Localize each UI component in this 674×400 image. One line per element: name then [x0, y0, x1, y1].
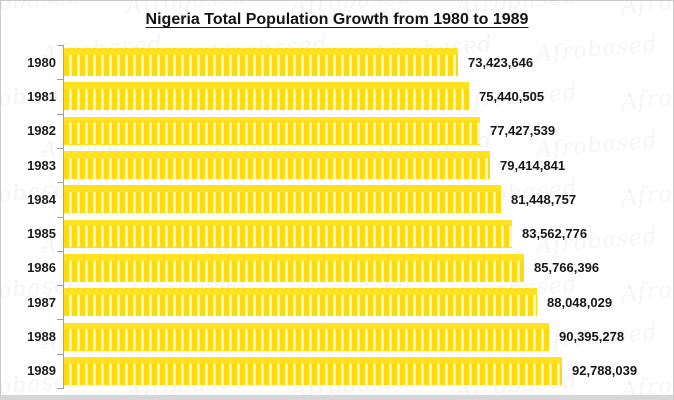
bar-row: 1987 88,048,029	[1, 285, 673, 319]
bar-row: 1981 75,440,505	[1, 79, 673, 113]
category-label: 1988	[27, 329, 56, 345]
population-bar	[64, 82, 469, 111]
bar-track: 83,562,776	[64, 216, 673, 250]
bar-track: 90,395,278	[64, 319, 673, 353]
value-label: 79,414,841	[500, 157, 566, 173]
axis-tick	[57, 113, 64, 115]
axis-tick	[57, 182, 64, 184]
axis-tick	[57, 216, 64, 218]
bar-track: 85,766,396	[64, 251, 673, 285]
bar-track: 73,423,646	[64, 45, 673, 79]
category-label: 1986	[27, 260, 56, 276]
value-label: 85,766,396	[534, 260, 600, 276]
category-label: 1983	[27, 157, 56, 173]
bar-track: 75,440,505	[64, 79, 673, 113]
population-bar	[64, 151, 490, 180]
bar-row: 1989 92,788,039	[1, 354, 673, 388]
value-label: 75,440,505	[479, 88, 545, 104]
y-axis	[57, 45, 64, 389]
value-label: 77,427,539	[490, 123, 556, 139]
value-label: 81,448,757	[511, 191, 577, 207]
population-bar	[64, 322, 549, 351]
category-label: 1981	[27, 88, 56, 104]
bar-row: 1985 83,562,776	[1, 216, 673, 250]
category-label: 1982	[27, 123, 56, 139]
population-bar	[64, 116, 480, 145]
bar-row: 1980 73,423,646	[1, 45, 673, 79]
bar-track: 79,414,841	[64, 148, 673, 182]
population-bar	[64, 288, 537, 317]
axis-tick	[57, 79, 64, 81]
axis-tick	[57, 45, 64, 46]
population-bar	[64, 356, 562, 385]
chart-title: Nigeria Total Population Growth from 198…	[145, 11, 529, 28]
bar-row: 1988 90,395,278	[1, 319, 673, 353]
value-label: 90,395,278	[559, 329, 625, 345]
bar-row: 1986 85,766,396	[1, 251, 673, 285]
axis-tick	[57, 353, 64, 355]
category-label: 1984	[27, 191, 56, 207]
category-label: 1980	[27, 54, 56, 70]
axis-tick	[57, 250, 64, 252]
axis-tick	[57, 285, 64, 287]
bar-track: 92,788,039	[64, 354, 673, 388]
axis-tick	[57, 319, 64, 321]
bar-track: 81,448,757	[64, 182, 673, 216]
axis-tick	[57, 147, 64, 149]
category-label: 1989	[27, 363, 56, 379]
value-label: 73,423,646	[468, 54, 534, 70]
value-label: 88,048,029	[547, 294, 613, 310]
bar-track: 88,048,029	[64, 285, 673, 319]
bar-rows-container: 1980 73,423,646 1981 75,440,505 1982 77,427,5…	[1, 45, 673, 388]
population-bar	[64, 253, 524, 282]
population-bar	[64, 185, 501, 214]
value-label: 92,788,039	[572, 363, 638, 379]
bar-row: 1984 81,448,757	[1, 182, 673, 216]
bar-row: 1983 79,414,841	[1, 148, 673, 182]
category-label: 1985	[27, 226, 56, 242]
category-label: 1987	[27, 294, 56, 310]
bar-track: 77,427,539	[64, 114, 673, 148]
population-bar	[64, 48, 458, 77]
population-bar	[64, 219, 512, 248]
axis-tick	[57, 388, 64, 389]
bar-row: 1982 77,427,539	[1, 114, 673, 148]
value-label: 83,562,776	[522, 226, 588, 242]
